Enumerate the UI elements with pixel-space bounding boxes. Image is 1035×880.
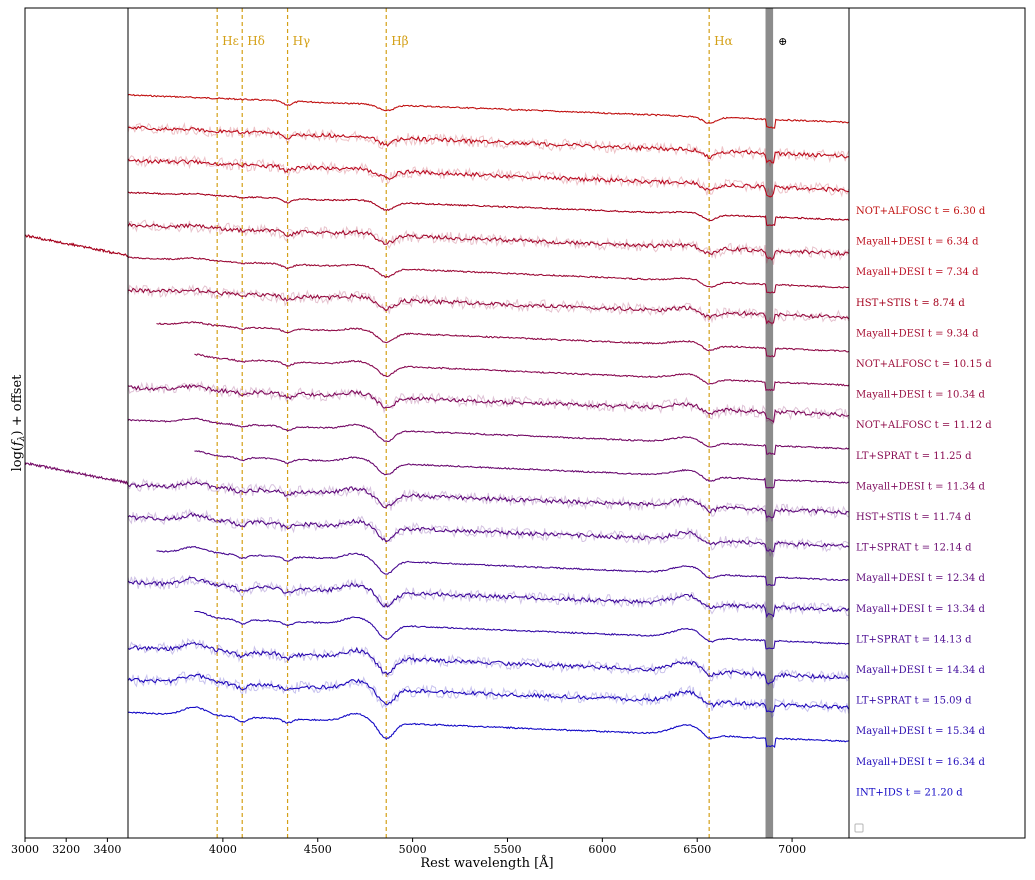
series-line [127,383,849,424]
series-noise-band [127,283,850,327]
series-label: Mayall+DESI t = 10.34 d [856,390,985,401]
series-label: LT+SPRAT t = 15.09 d [856,696,972,707]
series-label: Mayall+DESI t = 6.34 d [856,237,979,248]
series-line [156,321,849,358]
series-line [127,480,849,519]
series-label: Mayall+DESI t = 7.34 d [856,267,979,278]
series-label: Mayall+DESI t = 11.34 d [856,481,985,492]
series-label: LT+SPRAT t = 12.14 d [856,543,972,554]
line-marker-label: Hβ [391,34,408,48]
telluric-band [765,8,774,838]
series-line [194,450,850,489]
series-line [127,417,849,456]
series-line [127,673,850,713]
series-line [194,353,850,392]
series-line [127,222,849,261]
inset-series-line [24,234,129,258]
series-noise-band [127,475,849,522]
x-tick-label: 3000 [11,843,39,856]
series-line [127,512,849,553]
series-noise-band [127,154,850,198]
series-label: Mayall+DESI t = 13.34 d [856,604,985,615]
x-tick-label: 6000 [588,843,616,856]
x-tick-label: 3200 [52,843,80,856]
series-line [127,576,850,619]
series-label: Mayall+DESI t = 12.34 d [856,573,985,584]
series-label-layer: NOT+ALFOSC t = 6.30 d Mayall+DESI t = 6.3… [856,206,992,798]
series-line [194,610,850,650]
series-noise-band [127,380,850,425]
inset-series-line [24,461,129,486]
telluric-band-layer: ⊕ [765,8,787,838]
plot-frame [24,7,1026,839]
series-line [127,191,849,227]
series-label: LT+SPRAT t = 11.25 d [856,451,972,462]
series-label: Mayall+DESI t = 15.34 d [856,726,985,737]
series-label: HST+STIS t = 11.74 d [856,512,972,523]
x-tick-layer: 3000 3200 3400 4000 4500 5000 5500 6000 6500 7000 [11,838,806,856]
series-line [127,158,849,198]
series-line [127,706,849,749]
series-line [127,287,850,325]
series-label: NOT+ALFOSC t = 10.15 d [856,359,992,370]
series-label: NOT+ALFOSC t = 6.30 d [856,206,986,217]
series-label: Mayall+DESI t = 14.34 d [856,665,985,676]
series-label: NOT+ALFOSC t = 11.12 d [856,420,992,431]
y-axis-label: log(fλ) + offset [10,374,27,472]
x-axis-label: Rest wavelength [Å] [420,855,553,871]
series-noise-band [127,508,849,559]
series-line [127,125,849,164]
x-tick-label: 4000 [209,843,237,856]
series-line [127,256,849,294]
series-label: HST+STIS t = 8.74 d [856,298,965,309]
series-line [127,641,850,685]
series-noise-band [127,670,850,719]
line-marker-label: Hδ [247,34,265,48]
series-line [127,93,849,129]
x-tick-label: 6500 [683,843,711,856]
line-marker-label: Hγ [293,34,311,48]
x-tick-label: 5000 [399,843,427,856]
x-tick-label: 7000 [778,843,806,856]
inset-series-layer [24,234,129,486]
series-label: Mayall+DESI t = 9.34 d [856,328,979,339]
empty-legend-box [854,823,864,833]
series-label: LT+SPRAT t = 14.13 d [856,634,972,645]
line-marker-label: Hε [222,34,239,48]
x-tick-label: 4500 [304,843,332,856]
series-layer [127,93,850,749]
x-tick-label: 5500 [493,843,521,856]
series-noise-band [127,219,850,265]
telluric-label: ⊕ [778,35,787,48]
series-label: Mayall+DESI t = 16.34 d [856,757,985,768]
series-label: INT+IDS t = 21.20 d [856,787,963,798]
series-line [156,545,849,587]
x-tick-label: 3400 [93,843,121,856]
line-marker-label: Hα [714,34,733,48]
axes-layer [24,7,1026,839]
